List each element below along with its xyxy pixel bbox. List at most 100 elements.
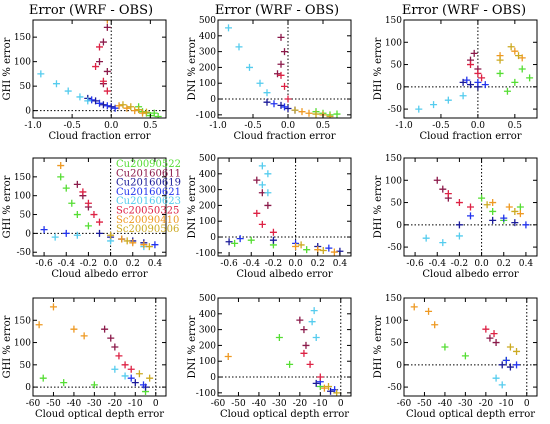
y-tick-label: 100: [199, 357, 216, 367]
scatter-point: [35, 321, 43, 329]
y-tick-label: 200: [199, 341, 216, 351]
scatter-point: [327, 387, 335, 395]
scatter-point: [51, 233, 59, 241]
scatter-point: [150, 109, 158, 117]
scatter-point: [103, 67, 111, 75]
scatter-point: [40, 226, 48, 234]
y-tick-label: 500: [199, 16, 216, 26]
scatter-point: [263, 98, 271, 106]
scatter-point: [92, 63, 100, 71]
x-tick-label: 0.0: [103, 259, 118, 269]
scatter-point: [308, 318, 316, 326]
y-tick-label: -100: [196, 249, 216, 259]
scatter-point: [107, 334, 115, 342]
scatter-point: [253, 176, 261, 184]
x-tick-label: -20: [108, 399, 123, 409]
scatter-point: [127, 103, 135, 111]
x-axis-label: Cloud optical depth error: [220, 409, 349, 420]
x-tick-label: 0.5: [316, 121, 331, 131]
scatter-point: [463, 76, 471, 84]
x-tick-label: 0.2: [311, 259, 325, 269]
scatter-point: [64, 87, 72, 95]
scatter-point: [258, 220, 266, 228]
scatter-point: [441, 343, 449, 351]
scatter-point: [439, 185, 447, 193]
scatter-point: [275, 334, 283, 342]
markers: [225, 162, 344, 256]
x-tick-label: -60: [26, 399, 41, 409]
legend-entry: Cu20160611: [116, 168, 181, 179]
scatter-point: [79, 188, 87, 196]
scatter-point: [231, 239, 239, 247]
scatter-point: [333, 110, 341, 118]
x-tick-label: 0.0: [104, 121, 119, 131]
scatter-point: [115, 102, 123, 110]
column-title-1: Error (WRF - OBS): [29, 3, 153, 18]
y-tick-label: 400: [199, 170, 216, 180]
scatter-point: [281, 48, 288, 56]
scatter-point: [496, 56, 504, 64]
scatter-point: [277, 60, 285, 68]
markers: [37, 20, 162, 118]
y-tick-label: 150: [14, 173, 31, 183]
scatter-point: [258, 181, 266, 189]
scatter-point: [256, 79, 264, 87]
legend-entry: Cu20160619: [116, 178, 181, 189]
y-tick-label: 100: [199, 79, 216, 89]
legend-entry: Sc20090410: [116, 215, 179, 226]
scatter-point: [127, 365, 135, 373]
scatter-point: [297, 241, 305, 249]
x-tick-label: -30: [272, 399, 287, 409]
y-tick-label: 300: [199, 48, 216, 58]
y-tick-label: 0: [210, 95, 216, 105]
markers: [225, 24, 341, 118]
scatter-point: [88, 96, 96, 104]
scatter-point: [518, 65, 526, 73]
scatter-point: [99, 101, 107, 109]
scatter-point: [310, 307, 318, 315]
y-tick-label: 200: [199, 201, 216, 211]
scatter-point: [281, 103, 288, 111]
markers: [410, 303, 521, 389]
y-tick-label: 50: [391, 339, 403, 349]
y-tick-label: 500: [199, 154, 216, 164]
scatter-point: [430, 101, 438, 109]
plot-frame: [32, 19, 167, 119]
scatter-point: [325, 244, 333, 252]
panel-2: -1.0 -0.5 0.0 0.5 -100 0 100 200 300 400 500 Cloud …: [187, 16, 352, 142]
scatter-point: [474, 78, 482, 86]
scatter-point: [145, 243, 153, 251]
scatter-point: [481, 81, 489, 89]
scatter-point: [37, 70, 45, 78]
scatter-point: [139, 381, 147, 389]
scatter-point: [305, 109, 313, 117]
y-tick-label: -100: [196, 111, 216, 121]
y-tick-label: 200: [199, 63, 216, 73]
scatter-point: [121, 372, 129, 380]
scatter-point: [312, 110, 320, 118]
scatter-point: [135, 106, 143, 114]
y-axis-label: GHI % error: [2, 37, 13, 100]
x-tick-label: -30: [458, 399, 473, 409]
x-axis-label: Cloud fraction error: [48, 131, 150, 142]
x-tick-label: 0.5: [143, 121, 158, 131]
scatter-point: [467, 203, 474, 211]
panel-9: -60 -50 -40 -30 -20 -10 0 -50 0 50 100 150 Cloud opt…: [373, 294, 538, 420]
scatter-point: [489, 207, 497, 215]
scatter-point: [123, 104, 131, 112]
x-tick-label: 0.5: [508, 121, 523, 131]
scatter-point: [516, 210, 524, 218]
scatter-point: [151, 241, 159, 249]
y-tick-label: 150: [385, 16, 402, 26]
scatter-point: [263, 89, 271, 97]
scatter-point: [92, 97, 100, 105]
scatter-point: [96, 229, 103, 237]
x-axis-label: Cloud fraction error: [419, 131, 521, 142]
x-tick-label: -1.0: [395, 121, 413, 131]
x-axis-label: Cloud albedo error: [422, 269, 518, 280]
y-tick-label: 50: [391, 61, 403, 71]
y-tick-label: 100: [14, 339, 31, 349]
scatter-point: [247, 236, 255, 244]
scatter-point: [500, 214, 508, 222]
scatter-point: [433, 176, 441, 184]
